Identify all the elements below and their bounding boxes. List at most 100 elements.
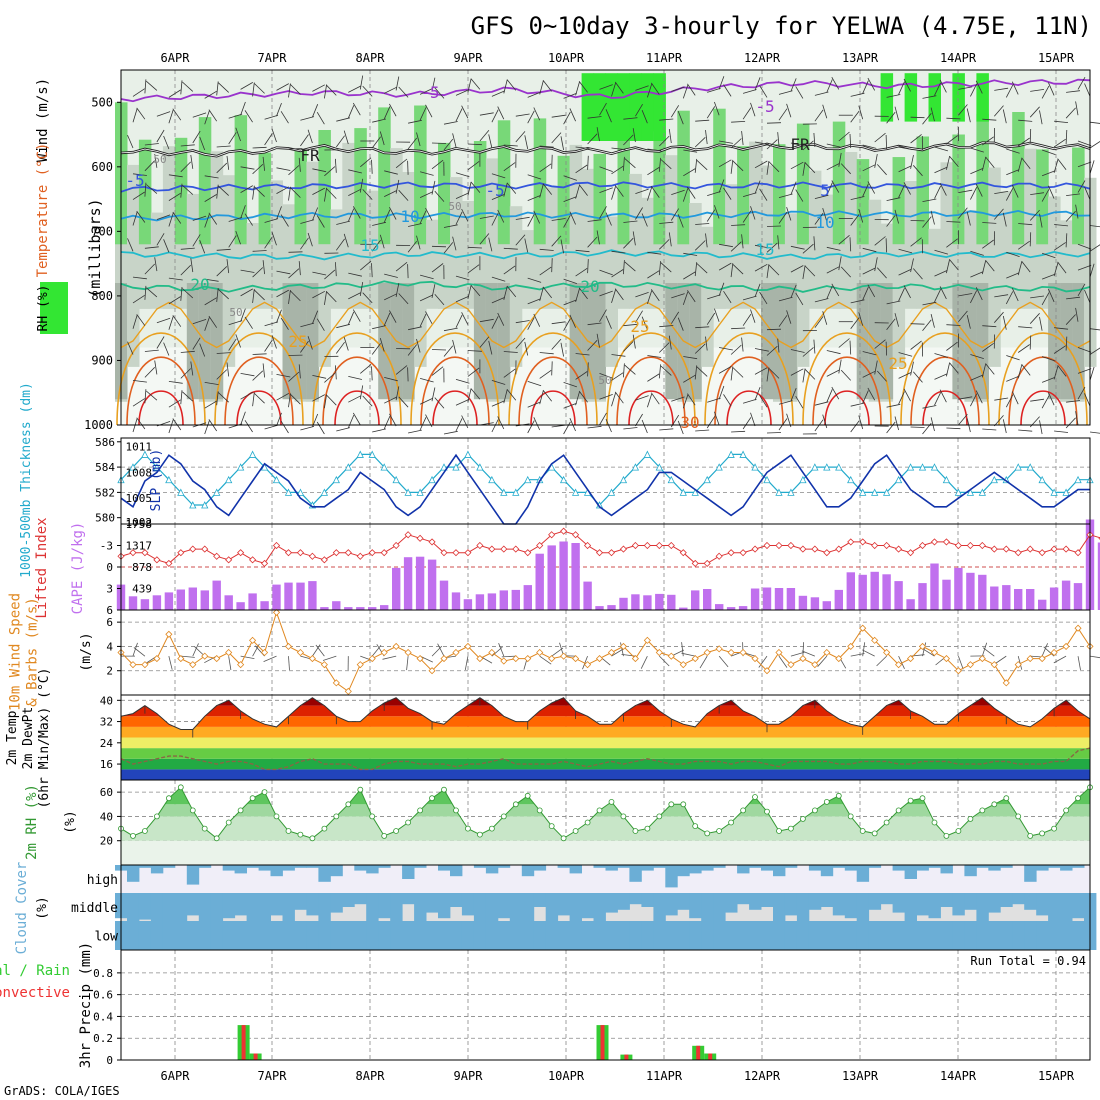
thickness-point — [248, 450, 257, 458]
wind-barb — [324, 394, 327, 409]
wind-barb — [300, 116, 315, 121]
rh-band — [844, 152, 858, 309]
cloud-middle-bar — [138, 893, 152, 920]
wind-barb — [395, 261, 408, 272]
cloud-high-bar — [844, 865, 858, 871]
rh-point — [812, 807, 818, 814]
wind-barb — [527, 317, 535, 330]
wind-speed-point — [560, 652, 568, 660]
wind-barb — [1075, 307, 1079, 322]
wind-barb — [754, 348, 769, 352]
wind-barb — [777, 338, 780, 353]
rh-point — [979, 807, 986, 814]
wind-barb — [524, 135, 529, 150]
wind-barb — [930, 417, 935, 432]
wind-barb — [352, 309, 361, 322]
wind-barb — [731, 327, 746, 330]
cape-bar — [906, 599, 915, 610]
wind-speed-point — [524, 655, 532, 663]
rh-point — [991, 801, 998, 808]
wind-barb — [930, 314, 935, 328]
rh-moist-band — [892, 157, 906, 245]
wind-barb — [849, 340, 852, 355]
cloud-low-bar — [509, 921, 523, 950]
cape-bar — [523, 585, 532, 610]
wind-barb — [1053, 138, 1066, 148]
cloud-middle-bar — [677, 893, 690, 910]
wind-speed-point — [679, 661, 687, 669]
wind-barb — [587, 236, 598, 248]
wind-barb — [741, 234, 744, 249]
rh-point — [847, 813, 854, 820]
cloud-middle-bar — [605, 893, 618, 913]
wind-barb — [389, 310, 397, 323]
wind-barb — [635, 103, 643, 117]
wind-barb — [982, 342, 994, 352]
wind-barb — [946, 117, 961, 120]
wind-barb — [172, 211, 182, 224]
wind-barb — [1002, 315, 1007, 330]
wind-barb — [240, 391, 253, 400]
rh-band-dark — [689, 283, 702, 400]
rh-point — [1027, 833, 1034, 839]
wind-barb — [563, 402, 577, 409]
wind-barb — [479, 112, 494, 116]
wind-barb — [168, 174, 183, 178]
wind-barb — [563, 215, 571, 228]
cape-bar — [547, 545, 556, 610]
wind-barb — [838, 359, 842, 374]
cloud-high-bar — [1000, 865, 1013, 868]
thickness-point — [882, 488, 891, 496]
wind-barb — [668, 129, 672, 144]
wind-barb — [970, 393, 978, 407]
wind-speed-point — [476, 655, 484, 663]
rh-point — [201, 825, 208, 832]
wind-barb — [539, 183, 544, 198]
wind-barb — [718, 76, 725, 90]
wind-barb — [192, 319, 207, 325]
wind-barb — [994, 191, 1009, 194]
rh-moist-band — [916, 136, 929, 245]
cloud-low-bar — [868, 921, 882, 950]
rh-point — [656, 813, 663, 820]
cloud-high-bar — [521, 865, 535, 877]
cloud-high-bar — [940, 865, 953, 874]
wind-barb — [578, 287, 588, 300]
surface-wind-barb — [437, 643, 445, 657]
isotherm-loop — [922, 390, 968, 426]
rh-moist-band — [414, 105, 427, 245]
lifted-index-line — [120, 530, 1100, 564]
wind-barb — [168, 419, 174, 434]
wind-barb — [335, 262, 337, 277]
wind-barb — [939, 389, 947, 403]
wind-barb — [826, 266, 840, 274]
date-label-bottom: 9APR — [454, 1069, 484, 1083]
wind-barb — [826, 182, 833, 196]
lifted-index-point — [775, 541, 783, 550]
wind-barb — [1018, 119, 1033, 122]
wind-barb — [958, 396, 973, 400]
rh-point — [1063, 807, 1069, 814]
thickness-point — [751, 463, 759, 471]
wind-barb — [614, 288, 624, 301]
cloud-low-bar — [258, 921, 271, 950]
wind-barb — [707, 397, 721, 403]
wind-barb — [754, 141, 769, 146]
wind-barb — [575, 185, 580, 199]
cloud-low-bar — [150, 921, 164, 950]
wind-barb — [635, 395, 649, 401]
wind-speed-point — [284, 642, 293, 650]
wind-barb — [539, 248, 554, 251]
wind-barb — [324, 291, 327, 305]
wind-barb — [958, 207, 968, 219]
wind-barb — [596, 127, 600, 142]
wind-barb — [778, 108, 788, 121]
wind-barb — [407, 137, 418, 150]
wind-barb — [1018, 429, 1033, 432]
cloud-middle-bar — [928, 893, 941, 919]
wind-barb — [371, 159, 373, 174]
wind-barb — [1017, 261, 1023, 276]
wind-barb — [416, 338, 421, 353]
wind-barb — [671, 189, 685, 195]
wind-barb — [922, 319, 932, 331]
